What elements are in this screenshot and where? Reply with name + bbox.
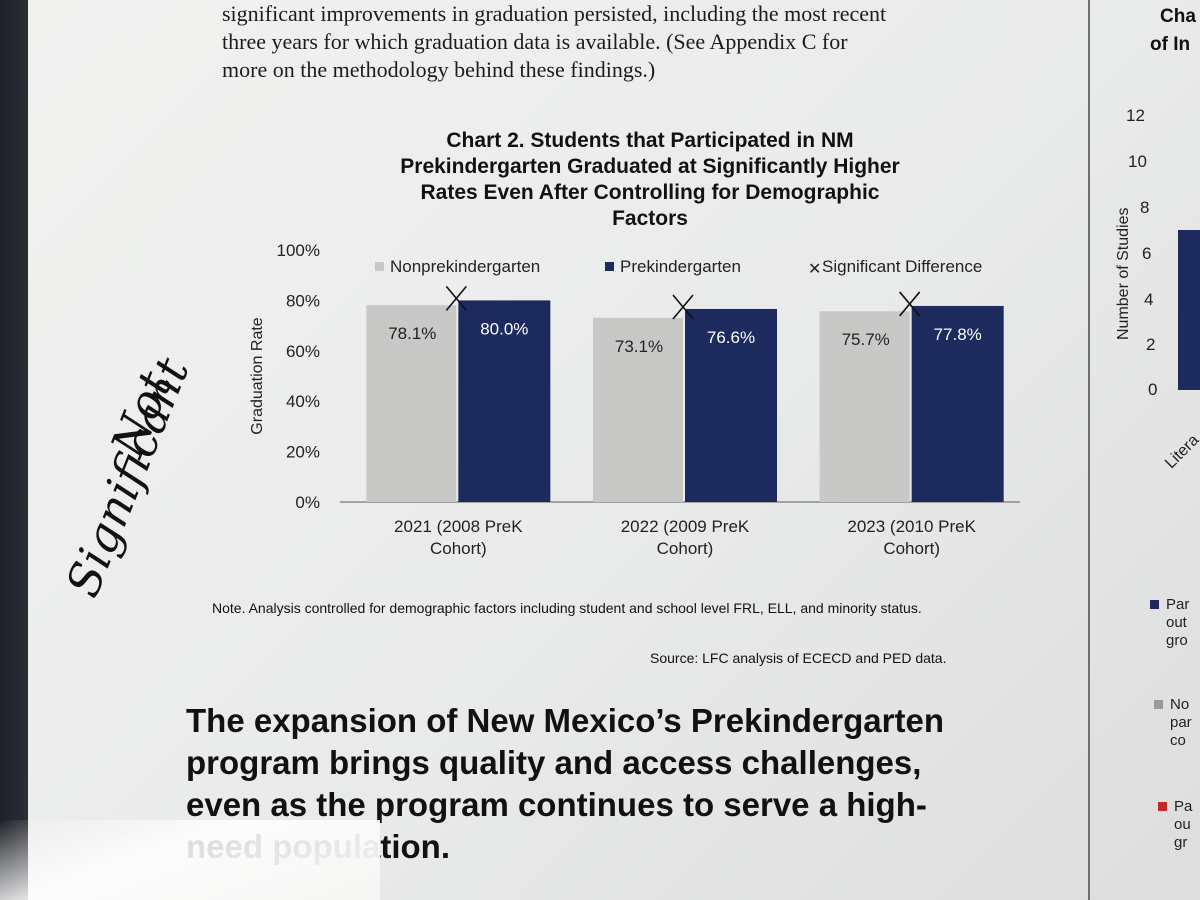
bar-prek (685, 308, 777, 502)
headline-line: even as the program continues to serve a… (186, 786, 927, 823)
legend-label: Significant Difference (822, 257, 982, 276)
adjacent-legend-item: No par co (1170, 696, 1192, 750)
y-tick-label: 60% (286, 342, 320, 361)
chart-title: Chart 2. Students that Participated in N… (300, 128, 1000, 232)
significance-marker (445, 285, 467, 311)
chart-title-line: Chart 2. Students that Participated in N… (446, 129, 854, 152)
x-tick-label: Cohort) (883, 539, 940, 558)
y-axis-label: Graduation Rate (249, 317, 266, 435)
bar-prek (911, 305, 1004, 502)
data-label: 75.7% (842, 330, 890, 349)
chart-source: Source: LFC analysis of ECECD and PED da… (650, 650, 947, 666)
data-label: 80.0% (480, 319, 528, 338)
y-tick-label: 80% (286, 291, 320, 310)
y-tick-label: 40% (286, 392, 320, 411)
intro-line: significant improvements in graduation p… (222, 1, 887, 26)
adjacent-legend-swatch (1150, 600, 1159, 609)
data-label: 76.6% (707, 328, 755, 347)
adjacent-y-axis-label: Number of Studies (1115, 207, 1132, 340)
adjacent-legend-text: Par (1166, 596, 1190, 613)
adjacent-legend-text: co (1170, 732, 1186, 749)
legend-swatch (375, 262, 384, 271)
chart-note: Note. Analysis controlled for demographi… (212, 600, 922, 616)
bar-nonprek (366, 305, 457, 502)
chart-title-line: Prekindergarten Graduated at Significant… (400, 155, 900, 178)
intro-line: more on the methodology behind these fin… (222, 57, 656, 82)
data-label: 77.8% (934, 325, 982, 344)
x-tick-label: 2022 (2009 PreK (621, 517, 750, 536)
significance-marker (672, 294, 694, 320)
y-tick-label: 20% (286, 443, 320, 462)
x-tick-label: 2023 (2010 PreK (847, 517, 976, 536)
adjacent-legend-text: out (1166, 614, 1187, 631)
x-tick-label: Cohort) (430, 539, 487, 558)
adjacent-legend-item: Par out gro (1166, 596, 1189, 650)
headline-line: program brings quality and access challe… (186, 744, 922, 781)
bar-prek (458, 300, 551, 502)
adjacent-legend-text: par (1170, 714, 1192, 731)
adjacent-legend-swatch (1154, 700, 1163, 709)
x-tick-label: 2021 (2008 PreK (394, 517, 523, 536)
legend-label: Prekindergarten (620, 257, 741, 276)
adjacent-legend-swatch (1158, 802, 1167, 811)
chart-title-line: Factors (612, 207, 688, 230)
legend-swatch (605, 262, 614, 271)
adjacent-legend-text: Pa (1174, 798, 1193, 815)
y-tick-label: 0% (295, 493, 320, 512)
foreground-paper-edge (0, 820, 380, 900)
adjacent-bar (1178, 230, 1200, 390)
adjacent-legend-text: gr (1174, 834, 1188, 851)
adjacent-legend-text: gro (1166, 632, 1188, 649)
bar-nonprek (593, 317, 683, 502)
adjacent-legend-text: ou (1174, 816, 1191, 833)
adjacent-legend-text: No (1170, 696, 1190, 713)
x-tick-label: Cohort) (657, 539, 714, 558)
adjacent-y-tick: 4 (1144, 290, 1154, 309)
adjacent-y-tick: 6 (1142, 244, 1152, 263)
intro-line: three years for which graduation data is… (222, 29, 848, 54)
adjacent-y-tick: 2 (1146, 335, 1156, 354)
data-label: 78.1% (388, 324, 436, 343)
legend-label: Nonprekindergarten (390, 257, 540, 276)
adjacent-y-tick: 0 (1148, 380, 1158, 399)
significance-marker (899, 291, 921, 317)
column-divider (1088, 0, 1090, 900)
chart-title-line: Rates Even After Controlling for Demogra… (420, 181, 880, 204)
headline-line: The expansion of New Mexico’s Prekinderg… (186, 702, 944, 739)
y-tick-label: 100% (277, 241, 320, 260)
data-label: 73.1% (615, 337, 663, 356)
adjacent-y-tick: 8 (1140, 198, 1150, 217)
handwritten-annotation: Not Significant (55, 350, 200, 604)
adjacent-chart-title: Cha (1160, 6, 1196, 27)
adjacent-y-tick: 12 (1126, 106, 1145, 125)
bar-nonprek (819, 311, 910, 502)
adjacent-chart-title: of In (1150, 34, 1191, 55)
adjacent-y-tick: 10 (1128, 152, 1147, 171)
bar-chart: 0% 20% 40% 60% 80% 100% Graduation Rate Nonprek… (249, 241, 1020, 558)
adjacent-legend-item: Pa ou gr (1174, 798, 1192, 852)
intro-paragraph: significant improvements in graduation p… (222, 0, 1062, 84)
significance-legend-icon: ✕ (808, 259, 821, 278)
